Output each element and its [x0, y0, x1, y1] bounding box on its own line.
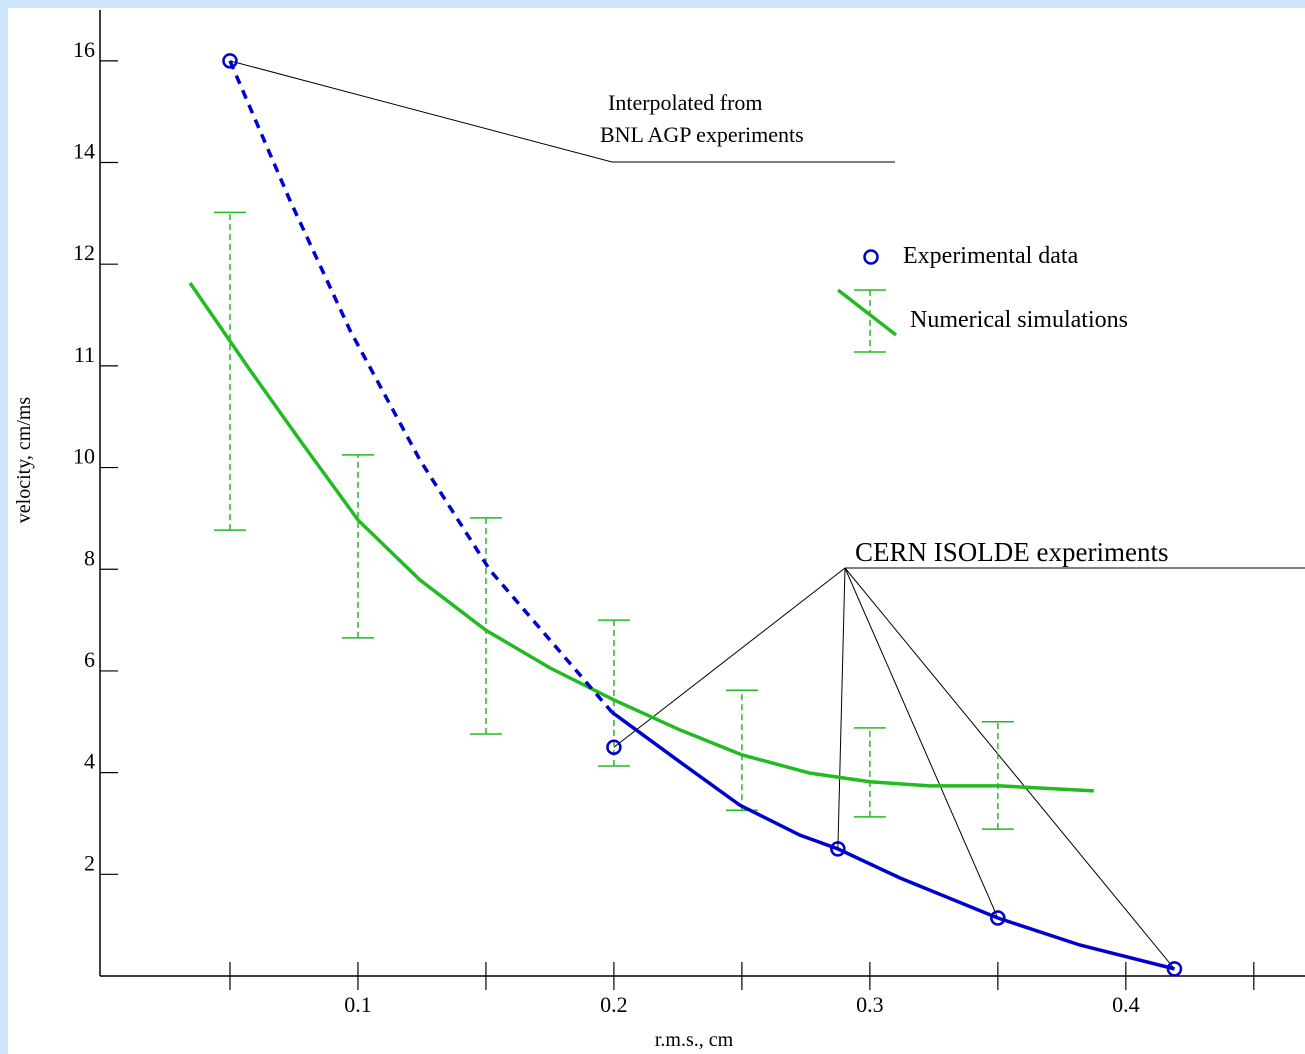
fit-line [228, 60, 614, 714]
y-tick-label: 6 [84, 647, 95, 672]
legend-marker [836, 288, 898, 337]
data-point [990, 910, 1006, 926]
data-point [830, 841, 846, 857]
y-tick-label: 2 [84, 850, 95, 875]
legend-label: Experimental data [903, 243, 1079, 269]
annotation-leader [844, 567, 999, 919]
fit-line [610, 710, 1175, 971]
data-point [1166, 961, 1183, 977]
data-point [606, 739, 622, 755]
y-tick-label: 12 [73, 240, 95, 265]
annotation: BNL AGP experiments [600, 122, 804, 147]
annotation: CERN ISOLDE experiments [855, 537, 1168, 567]
x-tick-label: 0.4 [1112, 992, 1140, 1017]
legend-marker [863, 249, 879, 265]
x-axis-label: r.m.s., cm [655, 1029, 734, 1051]
y-tick-label: 8 [84, 545, 95, 570]
y-tick-label: 16 [73, 37, 95, 62]
annotation-leader [844, 567, 1175, 970]
y-tick-label: 11 [74, 342, 95, 367]
y-tick-label: 10 [73, 444, 95, 469]
plot-background [8, 8, 1305, 1054]
annotation-leader [837, 567, 846, 849]
data-point [222, 53, 238, 69]
annotation: Interpolated from [608, 90, 763, 115]
y-axis-label: velocity, cm/ms [13, 397, 35, 524]
x-tick-label: 0.2 [600, 992, 628, 1017]
simulation-line [188, 282, 1094, 793]
x-tick-label: 0.3 [856, 992, 884, 1017]
x-tick-label: 0.1 [344, 992, 372, 1017]
legend-label: Numerical simulations [910, 307, 1128, 333]
y-tick-label: 14 [73, 139, 95, 164]
annotation-leader [229, 60, 895, 163]
y-tick-label: 4 [84, 749, 95, 774]
